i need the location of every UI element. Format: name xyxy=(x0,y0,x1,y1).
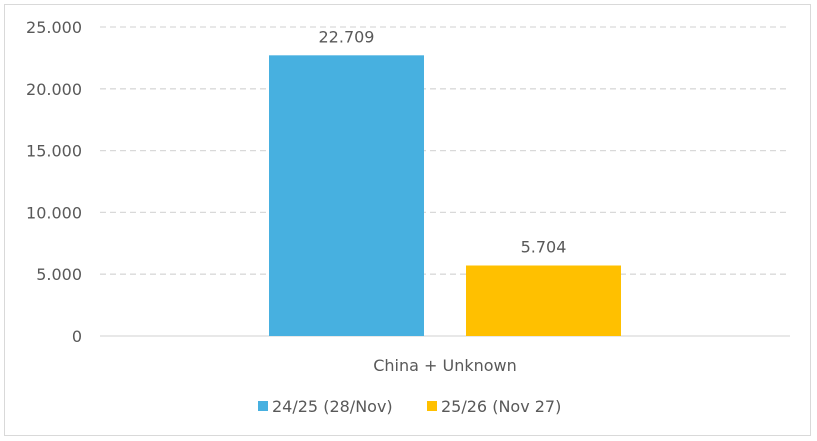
legend-label: 24/25 (28/Nov) xyxy=(272,397,393,416)
legend-label: 25/26 (Nov 27) xyxy=(441,397,561,416)
data-label: 22.709 xyxy=(319,27,375,46)
legend-swatch xyxy=(427,401,437,411)
data-label: 5.704 xyxy=(521,237,567,256)
bar xyxy=(269,55,424,336)
y-tick-label: 20.000 xyxy=(26,80,82,99)
legend-swatch xyxy=(258,401,268,411)
chart-frame xyxy=(4,4,811,436)
y-tick-label: 10.000 xyxy=(26,203,82,222)
y-tick-label: 25.000 xyxy=(26,18,82,37)
y-tick-label: 0 xyxy=(72,327,82,346)
x-category-label: China + Unknown xyxy=(373,356,517,375)
y-tick-label: 5.000 xyxy=(36,265,82,284)
bar xyxy=(466,265,621,336)
y-tick-label: 15.000 xyxy=(26,142,82,161)
